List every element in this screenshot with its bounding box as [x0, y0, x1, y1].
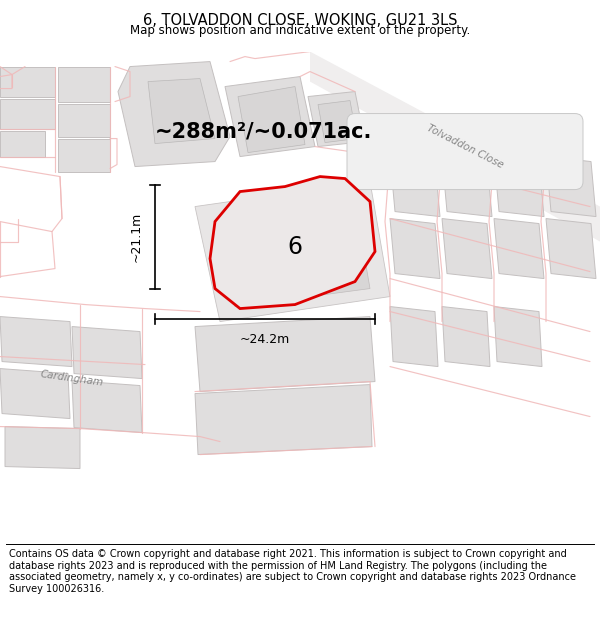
Polygon shape	[238, 86, 305, 152]
Polygon shape	[494, 219, 544, 279]
Polygon shape	[308, 91, 365, 146]
Polygon shape	[494, 306, 542, 366]
Polygon shape	[546, 156, 596, 216]
Polygon shape	[310, 51, 600, 241]
Text: Cardingham: Cardingham	[40, 369, 104, 388]
Polygon shape	[390, 156, 440, 216]
Polygon shape	[58, 104, 110, 136]
Polygon shape	[442, 219, 492, 279]
Text: ~24.2m: ~24.2m	[240, 332, 290, 346]
Polygon shape	[5, 426, 80, 469]
Polygon shape	[0, 369, 70, 419]
Polygon shape	[390, 219, 440, 279]
Polygon shape	[546, 219, 596, 279]
Polygon shape	[225, 76, 315, 156]
Polygon shape	[72, 381, 142, 432]
Polygon shape	[195, 384, 372, 454]
Polygon shape	[318, 101, 357, 142]
Polygon shape	[58, 66, 110, 101]
Text: Contains OS data © Crown copyright and database right 2021. This information is : Contains OS data © Crown copyright and d…	[9, 549, 576, 594]
Text: 6: 6	[287, 234, 302, 259]
Polygon shape	[390, 306, 438, 366]
FancyBboxPatch shape	[347, 114, 583, 189]
Text: Map shows position and indicative extent of the property.: Map shows position and indicative extent…	[130, 24, 470, 37]
Text: 6, TOLVADDON CLOSE, WOKING, GU21 3LS: 6, TOLVADDON CLOSE, WOKING, GU21 3LS	[143, 13, 457, 28]
Polygon shape	[0, 316, 72, 366]
Polygon shape	[118, 61, 230, 166]
Polygon shape	[442, 306, 490, 366]
Text: Tolvaddon Close: Tolvaddon Close	[425, 123, 505, 170]
Polygon shape	[210, 176, 375, 309]
Polygon shape	[220, 201, 370, 306]
Polygon shape	[195, 181, 390, 321]
Polygon shape	[0, 66, 55, 96]
Polygon shape	[72, 326, 142, 379]
Polygon shape	[0, 99, 55, 129]
Polygon shape	[148, 79, 215, 144]
Polygon shape	[58, 139, 110, 171]
Polygon shape	[494, 156, 544, 216]
Text: ~21.1m: ~21.1m	[130, 211, 143, 262]
Text: ~288m²/~0.071ac.: ~288m²/~0.071ac.	[155, 121, 373, 141]
Polygon shape	[0, 131, 45, 156]
Polygon shape	[442, 156, 492, 216]
Polygon shape	[195, 316, 375, 391]
